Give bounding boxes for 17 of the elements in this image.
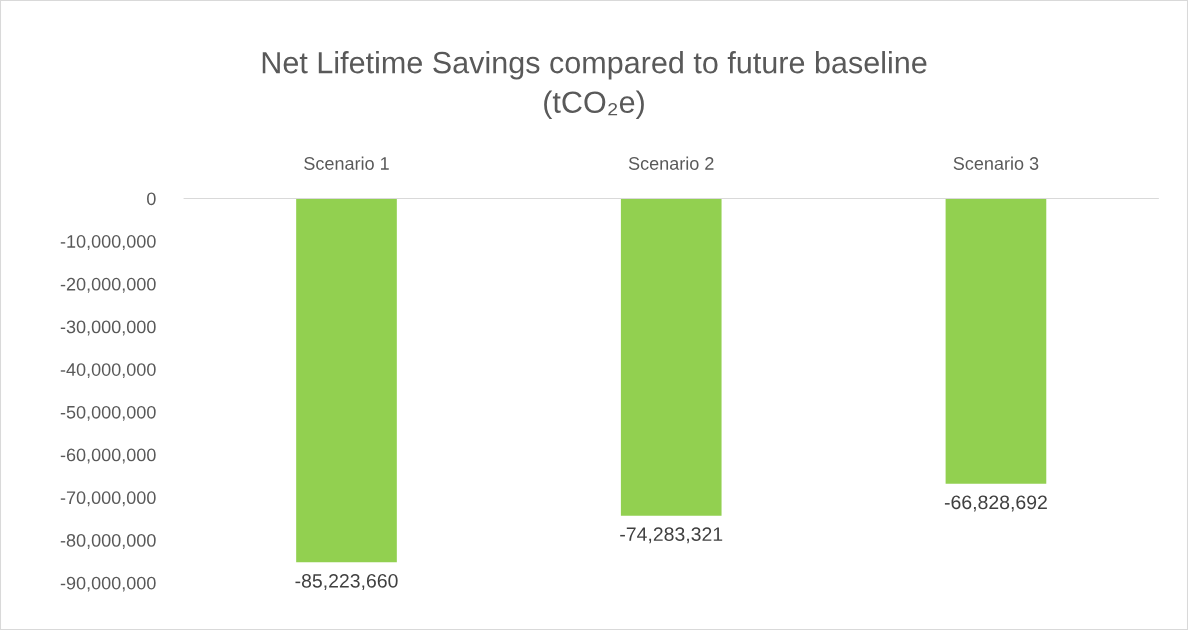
y-tick-label: -10,000,000: [60, 235, 156, 250]
y-tick-label: -50,000,000: [60, 405, 156, 421]
y-tick-label: -20,000,000: [60, 277, 156, 293]
y-tick-label: -90,000,000: [60, 576, 156, 592]
x-tick-label: Scenario 1: [304, 156, 389, 170]
data-label: -74,283,321: [620, 527, 723, 544]
y-tick-label: 0: [147, 192, 156, 206]
y-tick-label: -40,000,000: [60, 363, 156, 379]
y-tick-label: -60,000,000: [60, 448, 156, 464]
y-tick-label: -80,000,000: [60, 533, 156, 549]
y-tick-label: -30,000,000: [60, 320, 156, 336]
data-label: -85,223,660: [295, 573, 398, 591]
x-tick-label: Scenario 3: [953, 156, 1039, 170]
data-label: -66,828,692: [944, 495, 1047, 512]
chart-title: Net Lifetime Savings compared to future baseline (tCO₂e): [262, 51, 927, 120]
y-tick-label: -70,000,000: [60, 491, 156, 507]
x-tick-label: Scenario 2: [628, 156, 714, 170]
